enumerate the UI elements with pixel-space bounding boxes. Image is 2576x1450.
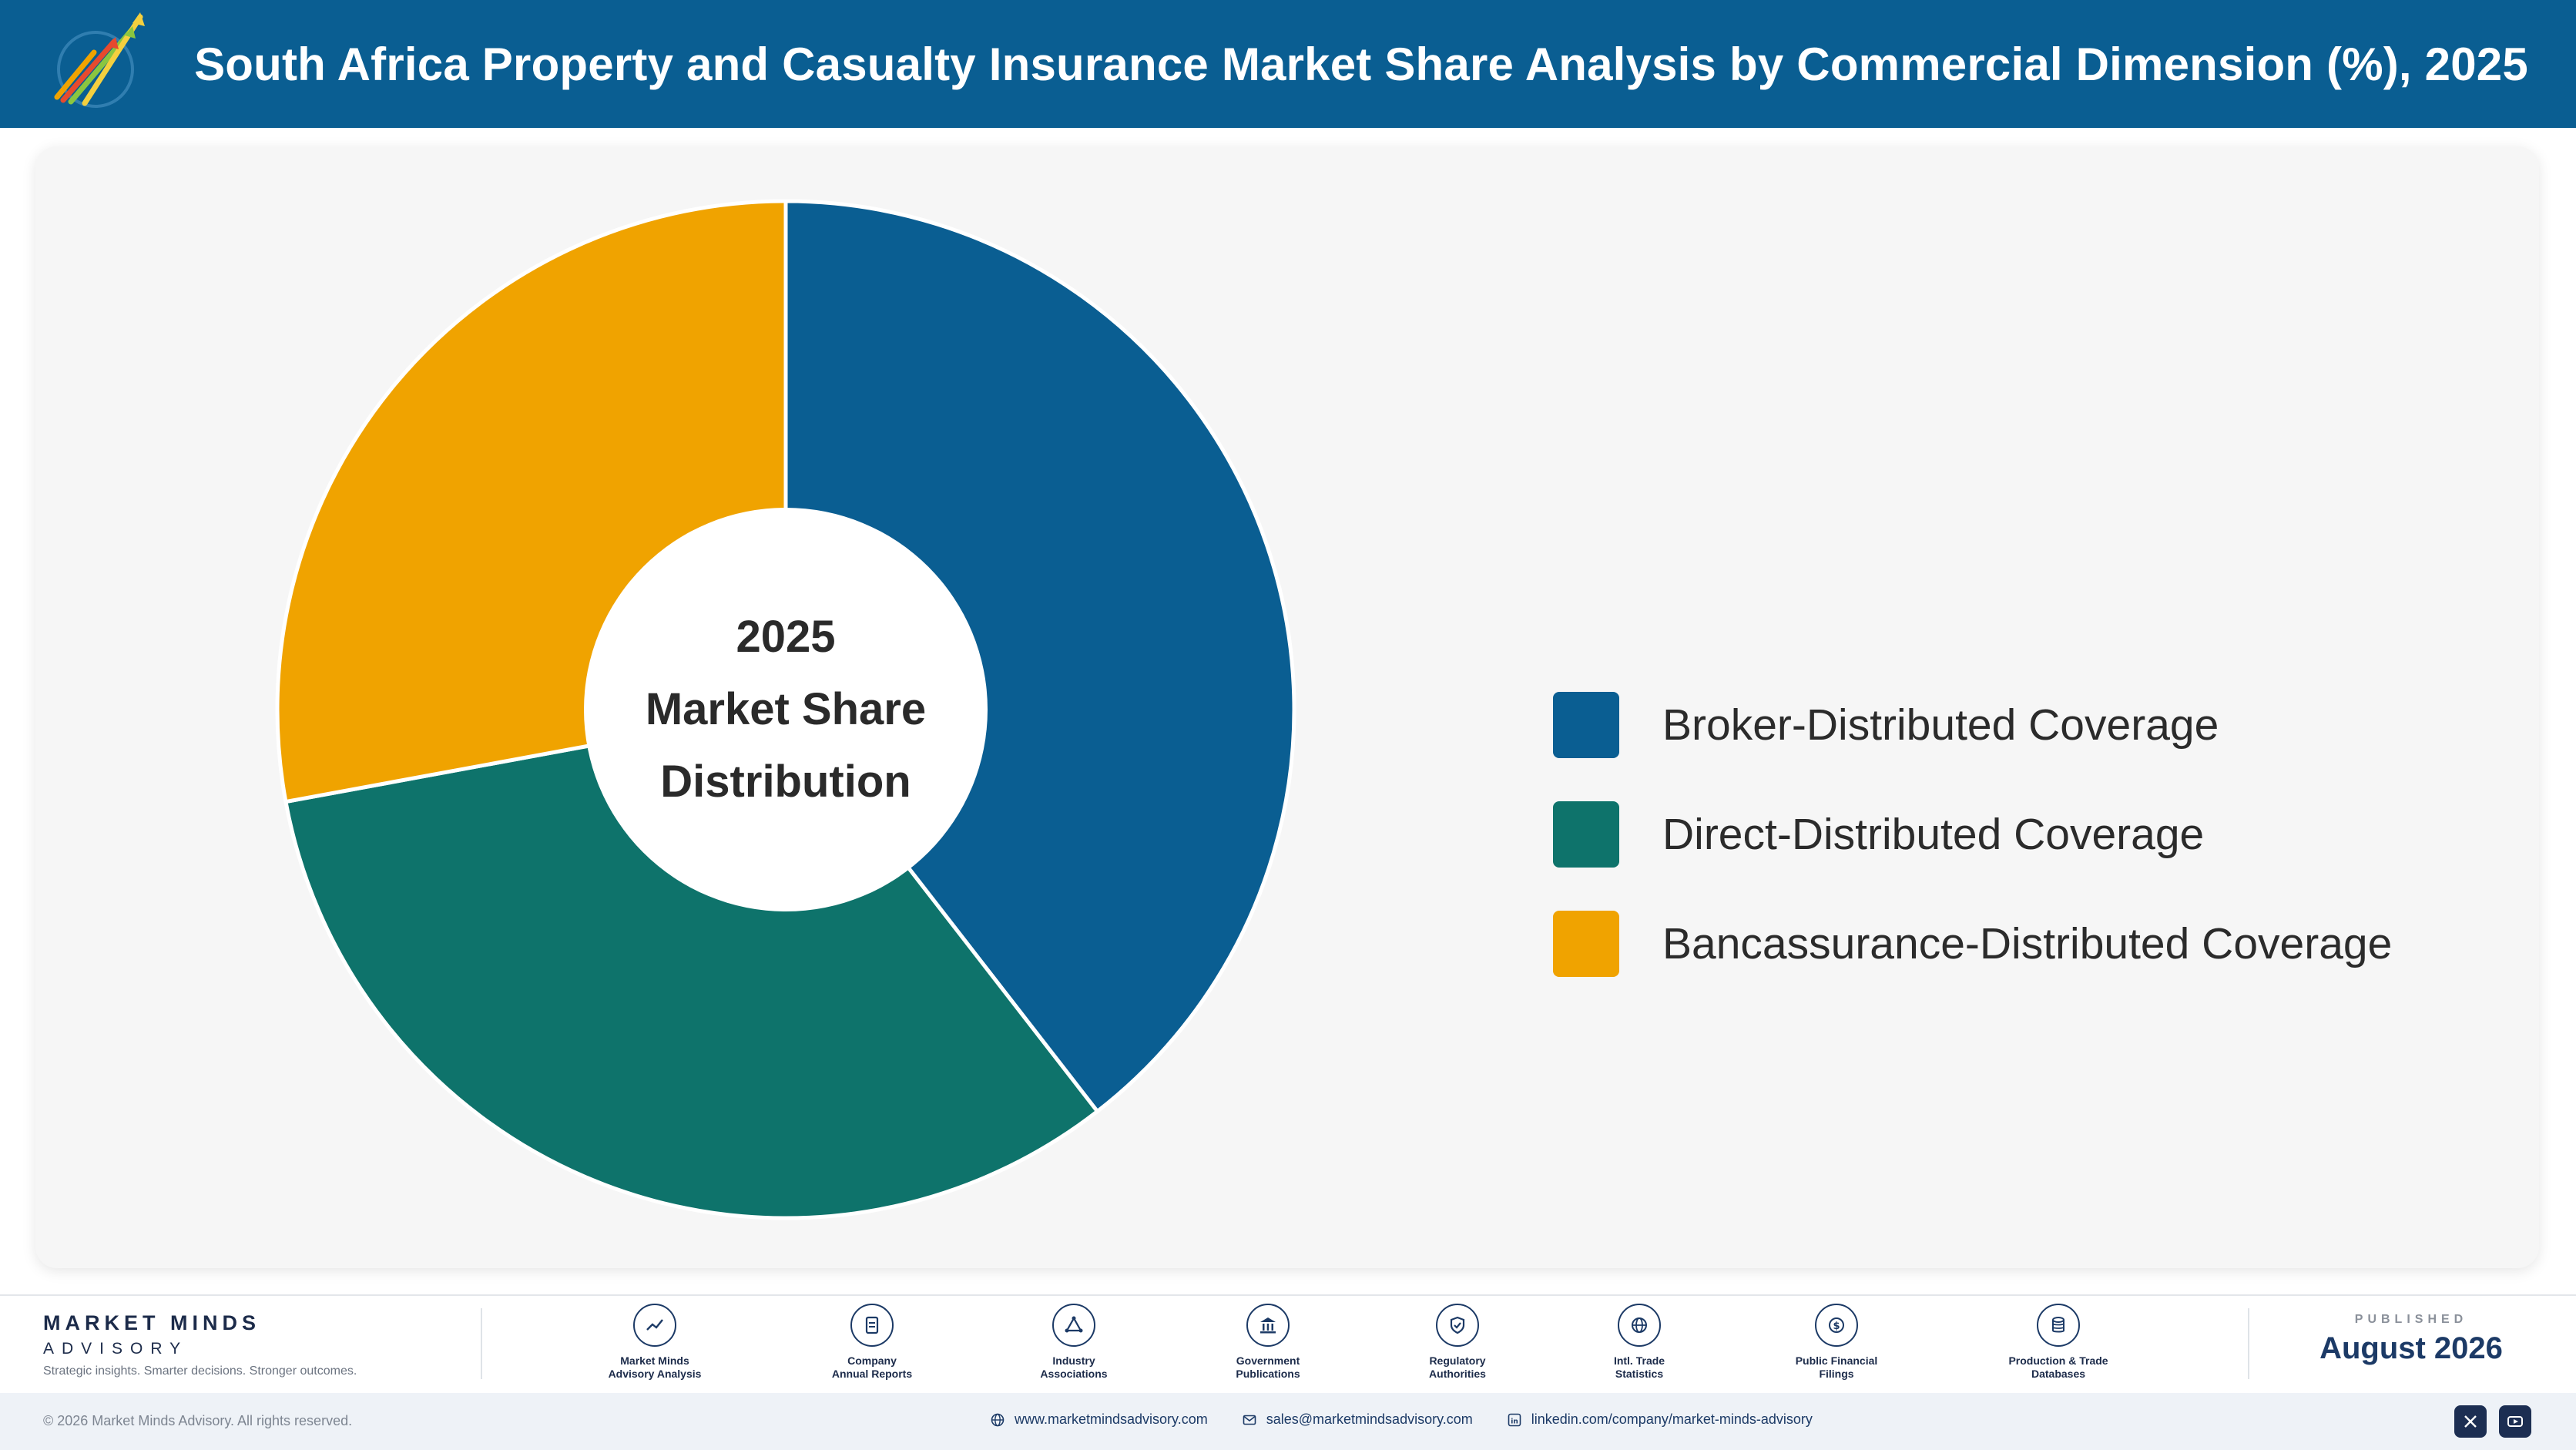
source-label-line2: Databases (2031, 1368, 2086, 1380)
linkedin-icon: in (1508, 1413, 1521, 1426)
footer-divider (2248, 1308, 2249, 1379)
youtube-social-button[interactable] (2499, 1405, 2531, 1438)
svg-text:$: $ (1833, 1321, 1840, 1332)
center-label-line2: Market Share (645, 684, 927, 734)
document-icon (850, 1304, 894, 1347)
source-label-line1: Regulatory (1429, 1354, 1486, 1367)
donut-chart (275, 199, 1296, 1220)
brand-name: MARKET MINDS (43, 1311, 260, 1334)
center-label-line3: Distribution (660, 757, 911, 807)
legend-item-direct[interactable]: Direct-Distributed Coverage (1553, 757, 2392, 912)
legend-swatch-direct (1553, 801, 1619, 868)
x-logo-icon (2464, 1415, 2477, 1428)
source-label-line2: Authorities (1429, 1368, 1486, 1380)
email-text: sales@marketmindsadvisory.com (1266, 1411, 1473, 1427)
linkedin-link[interactable]: in linkedin.com/company/market-minds-adv… (1507, 1411, 1813, 1428)
footer-divider (481, 1308, 482, 1379)
linkedin-text: linkedin.com/company/market-minds-adviso… (1531, 1411, 1813, 1427)
source-company-annual-reports: Company Annual Reports (787, 1304, 957, 1381)
trend-chart-icon (633, 1304, 676, 1347)
source-label-line2: Filings (1819, 1368, 1854, 1380)
source-label-line2: Advisory Analysis (608, 1368, 702, 1380)
network-icon (1052, 1304, 1095, 1347)
x-social-button[interactable] (2454, 1405, 2487, 1438)
source-label-line1: Production & Trade (2008, 1354, 2108, 1367)
published-date: August 2026 (2319, 1331, 2503, 1365)
page-title: South Africa Property and Casualty Insur… (194, 38, 2528, 90)
website-link[interactable]: www.marketmindsadvisory.com (990, 1411, 1208, 1428)
footer-sources-bar: MARKET MINDS ADVISORY Strategic insights… (0, 1294, 2576, 1393)
source-intl-trade-statistics: Intl. Trade Statistics (1555, 1304, 1724, 1381)
footer-contact-bar: © 2026 Market Minds Advisory. All rights… (0, 1393, 2576, 1450)
legend-label-broker: Broker-Distributed Coverage (1662, 700, 2219, 750)
pie-slice-broker[interactable] (783, 199, 1296, 1115)
pie-slice-direct[interactable] (283, 707, 1101, 1220)
donut-hole (584, 508, 988, 911)
legend-swatch-bancassurance (1553, 911, 1619, 977)
source-label-line2: Publications (1236, 1368, 1300, 1380)
youtube-icon (2507, 1416, 2523, 1427)
source-label-line2: Statistics (1615, 1368, 1664, 1380)
source-market-minds-analysis: Market Minds Advisory Analysis (570, 1304, 740, 1381)
header-bar: South Africa Property and Casualty Insur… (0, 0, 2576, 128)
government-building-icon (1246, 1304, 1290, 1347)
dollar-coin-icon: $ (1815, 1304, 1858, 1347)
source-label-line1: Market Minds (620, 1354, 689, 1367)
source-label-line1: Company (847, 1354, 897, 1367)
published-block: PUBLISHED August 2026 (2280, 1313, 2542, 1366)
rising-arrows-logo-icon (54, 12, 145, 108)
published-label: PUBLISHED (2354, 1313, 2468, 1326)
globe-icon (1618, 1304, 1661, 1347)
legend-swatch-broker (1553, 692, 1619, 758)
source-label-line1: Industry (1052, 1354, 1095, 1367)
brand-block: MARKET MINDS ADVISORY Strategic insights… (43, 1311, 357, 1378)
source-regulatory-authorities: Regulatory Authorities (1373, 1304, 1542, 1381)
chart-card: 2025 Market Share Distribution Broker-Di… (35, 146, 2539, 1268)
donut-center-label: 2025 Market Share Distribution (593, 601, 978, 818)
sources-list: Market Minds Advisory Analysis Company Ann… (570, 1304, 2203, 1388)
globe-icon (991, 1413, 1005, 1426)
source-production-trade-databases: Production & Trade Databases (1974, 1304, 2143, 1381)
brand-tagline: Strategic insights. Smarter decisions. S… (43, 1364, 357, 1378)
source-label-line1: Public Financial (1795, 1354, 1878, 1367)
brand-subtitle: ADVISORY (43, 1340, 189, 1358)
svg-text:in: in (1511, 1418, 1518, 1425)
contact-links: www.marketmindsadvisory.com sales@market… (990, 1411, 1846, 1428)
source-public-financial-filings: $ Public Financial Filings (1752, 1304, 1921, 1381)
source-label-line1: Intl. Trade (1613, 1354, 1665, 1367)
center-label-year: 2025 (736, 612, 836, 662)
shield-check-icon (1436, 1304, 1479, 1347)
source-label-line2: Annual Reports (831, 1368, 913, 1380)
legend-item-broker[interactable]: Broker-Distributed Coverage (1553, 647, 2392, 803)
copyright-text: © 2026 Market Minds Advisory. All rights… (43, 1413, 353, 1428)
legend-label-direct: Direct-Distributed Coverage (1662, 810, 2205, 859)
legend-item-bancassurance[interactable]: Bancassurance-Distributed Coverage (1553, 866, 2392, 1022)
website-text: www.marketmindsadvisory.com (1015, 1411, 1208, 1427)
source-government-publications: Government Publications (1183, 1304, 1353, 1381)
database-icon (2037, 1304, 2080, 1347)
mail-icon (1243, 1415, 1256, 1425)
source-label-line1: Government (1236, 1354, 1300, 1367)
legend-label-bancassurance: Bancassurance-Distributed Coverage (1662, 919, 2393, 968)
email-link[interactable]: sales@marketmindsadvisory.com (1242, 1411, 1473, 1428)
source-industry-associations: Industry Associations (989, 1304, 1159, 1381)
chart-legend: Broker-Distributed Coverage Direct-Distr… (1553, 647, 2392, 1022)
source-label-line2: Associations (1040, 1368, 1108, 1380)
